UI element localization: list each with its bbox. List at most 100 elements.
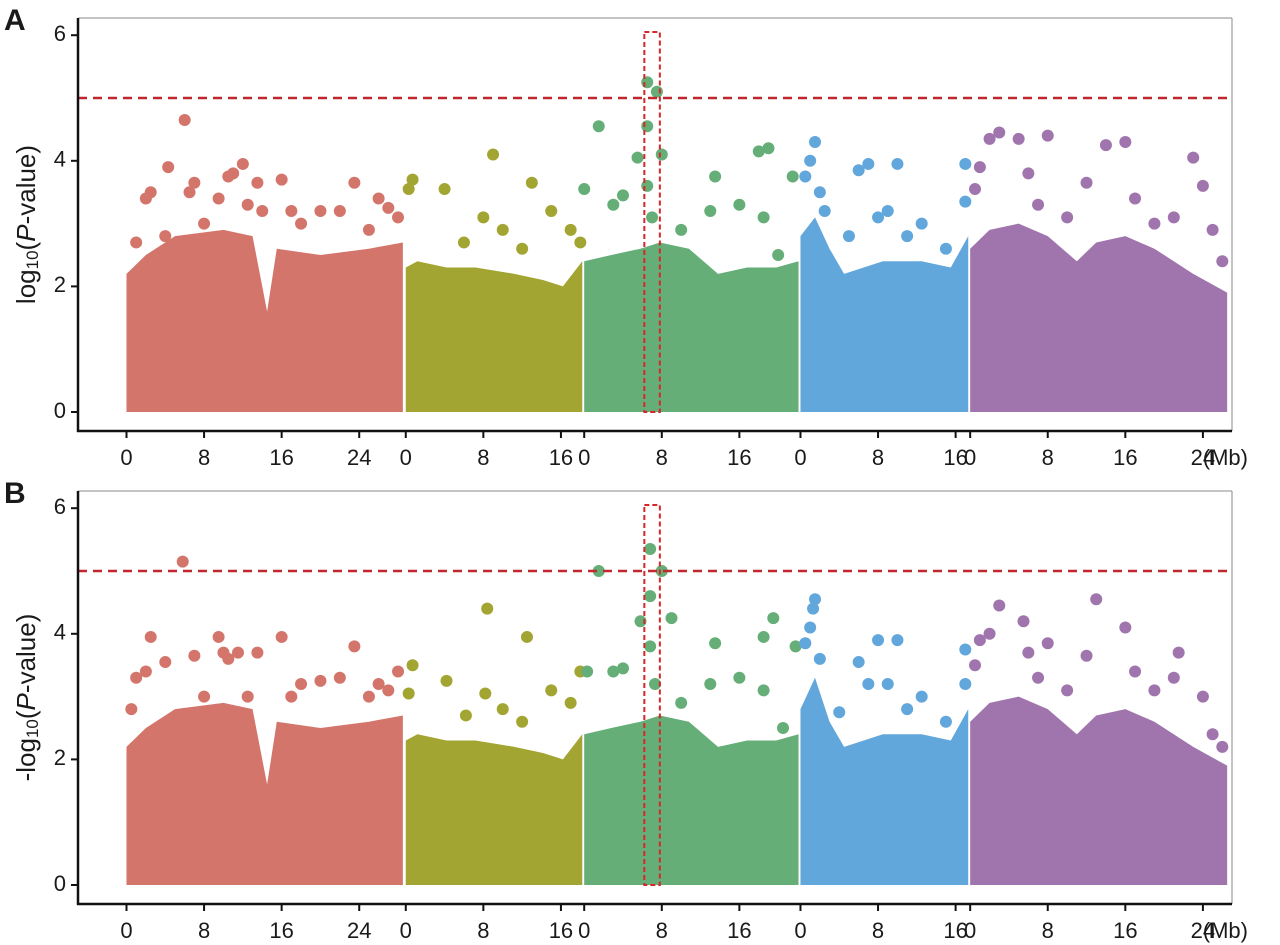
point xyxy=(1119,135,1132,148)
x-tick-label: 8 xyxy=(1042,445,1054,470)
point xyxy=(799,170,812,183)
point xyxy=(1041,637,1054,650)
point xyxy=(362,223,375,236)
x-tick-label: 8 xyxy=(872,445,884,470)
point xyxy=(969,183,982,196)
point xyxy=(1119,621,1132,634)
point xyxy=(641,120,654,133)
x-tick-label: 8 xyxy=(198,918,210,943)
point xyxy=(1017,615,1030,628)
point xyxy=(709,637,722,650)
point xyxy=(295,217,308,230)
point xyxy=(545,684,558,697)
point xyxy=(891,634,904,647)
x-tick-label: 24 xyxy=(347,918,371,943)
point xyxy=(578,183,591,196)
y-tick-label: 0 xyxy=(54,871,66,896)
y-tick-label: 2 xyxy=(54,272,66,297)
point xyxy=(1167,671,1180,684)
point xyxy=(1022,646,1035,659)
point xyxy=(333,671,346,684)
point xyxy=(457,236,470,249)
y-axis-label-part: ( xyxy=(11,241,41,250)
y-axis-label-part: P xyxy=(11,692,41,710)
point xyxy=(125,703,138,716)
point xyxy=(188,176,201,189)
panel-label: A xyxy=(4,4,26,37)
point xyxy=(891,157,904,170)
point xyxy=(901,703,914,716)
point xyxy=(818,205,831,218)
x-tick-label: 24 xyxy=(347,445,371,470)
point xyxy=(1206,728,1219,741)
dense-points xyxy=(126,702,403,885)
point xyxy=(516,242,529,255)
point xyxy=(757,630,770,643)
point xyxy=(983,627,996,640)
point xyxy=(525,176,538,189)
point xyxy=(1080,649,1093,662)
y-tick-label: 6 xyxy=(54,21,66,46)
point xyxy=(1167,211,1180,224)
point xyxy=(212,630,225,643)
highlight-box xyxy=(643,504,661,886)
x-tick-label: 8 xyxy=(1042,918,1054,943)
point xyxy=(650,85,663,98)
point xyxy=(675,223,688,236)
y-axis-label-part: ( xyxy=(11,710,41,719)
point xyxy=(130,236,143,249)
point xyxy=(1061,684,1074,697)
point xyxy=(487,148,500,161)
point xyxy=(807,602,820,615)
panel-label: B xyxy=(4,477,26,510)
x-tick-label: 0 xyxy=(794,918,806,943)
point xyxy=(733,198,746,211)
x-tick-label: 16 xyxy=(549,918,573,943)
x-tick-label: 16 xyxy=(943,918,967,943)
point xyxy=(227,167,240,180)
point xyxy=(198,217,211,230)
point xyxy=(1216,255,1229,268)
point xyxy=(348,640,361,653)
point xyxy=(592,565,605,577)
y-axis-label-part: 10 xyxy=(23,719,42,738)
point xyxy=(644,640,657,653)
point xyxy=(1196,179,1209,192)
x-tick-label: 16 xyxy=(1113,445,1137,470)
point xyxy=(372,678,385,691)
dense-points xyxy=(405,261,583,412)
point xyxy=(382,201,395,214)
point xyxy=(1129,192,1142,205)
point xyxy=(1148,217,1161,230)
point xyxy=(709,170,722,183)
point xyxy=(813,652,826,665)
point xyxy=(236,157,249,170)
point xyxy=(881,205,894,218)
point xyxy=(959,195,972,208)
point xyxy=(655,565,668,577)
point xyxy=(241,690,254,703)
x-tick-label: 0 xyxy=(964,918,976,943)
point xyxy=(392,665,405,678)
point xyxy=(198,690,211,703)
point xyxy=(757,684,770,697)
x-tick-label: 0 xyxy=(400,918,412,943)
point xyxy=(564,696,577,709)
y-axis-label-part: -value) xyxy=(11,145,41,224)
point xyxy=(406,173,419,186)
y-axis-label-part: -value) xyxy=(11,614,41,693)
point xyxy=(402,183,415,196)
point xyxy=(939,242,952,255)
point xyxy=(222,652,235,665)
point xyxy=(162,161,175,174)
point xyxy=(176,555,189,568)
point xyxy=(139,665,152,678)
point xyxy=(969,659,982,672)
point xyxy=(973,634,986,647)
point xyxy=(1061,211,1074,224)
dense-points xyxy=(970,696,1228,885)
point xyxy=(314,674,327,687)
point xyxy=(275,173,288,186)
point xyxy=(178,113,191,126)
